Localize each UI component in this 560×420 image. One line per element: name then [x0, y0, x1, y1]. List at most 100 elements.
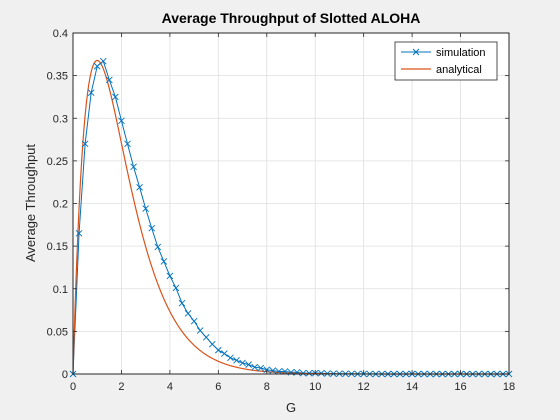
data-point-simulation — [269, 367, 277, 374]
data-point-marker-stroke — [124, 140, 131, 148]
x-tick-label: 8 — [264, 381, 270, 393]
data-point-simulation — [317, 369, 325, 377]
x-tick-label: 14 — [406, 381, 418, 393]
x-tick-label: 10 — [309, 381, 321, 393]
x-axis-label: G — [286, 400, 296, 415]
y-tick-label: 0.2 — [53, 199, 68, 211]
data-point-simulation — [257, 364, 265, 372]
data-point-simulation — [118, 117, 125, 125]
x-tick-label: 2 — [118, 381, 124, 393]
data-point-simulation — [305, 369, 313, 377]
y-axis-label: Average Throughput — [23, 144, 38, 262]
data-point-simulation — [184, 310, 192, 317]
data-point-marker-stroke — [305, 369, 313, 377]
data-point-marker-stroke — [99, 57, 107, 65]
chart-title: Average Throughput of Slotted ALOHA — [162, 10, 421, 26]
data-point-marker-stroke — [251, 363, 258, 371]
data-point-marker-stroke — [275, 368, 283, 375]
data-point-simulation — [172, 284, 180, 292]
data-point-simulation — [196, 327, 204, 334]
data-point-marker-stroke — [202, 334, 210, 341]
data-point-simulation — [112, 93, 119, 101]
data-point-simulation — [208, 340, 216, 348]
legend[interactable]: simulation analytical — [394, 41, 498, 81]
data-point-marker-stroke — [190, 317, 198, 325]
data-point-marker-stroke — [75, 230, 83, 237]
data-point-marker-stroke — [112, 93, 119, 101]
data-point-simulation — [142, 205, 149, 212]
y-tick-label: 0.4 — [53, 28, 68, 40]
data-point-marker-stroke — [221, 350, 228, 357]
data-point-simulation — [136, 183, 143, 191]
data-point-simulation — [166, 272, 174, 280]
data-point-marker-stroke — [172, 284, 180, 292]
y-tick-label: 0 — [62, 369, 68, 381]
data-point-marker-stroke — [178, 299, 186, 307]
y-tick-label: 0.15 — [47, 241, 68, 253]
data-point-marker-stroke — [233, 357, 240, 364]
data-point-simulation — [99, 57, 107, 65]
data-point-simulation — [154, 243, 162, 251]
legend-label-simulation: simulation — [436, 47, 486, 59]
data-point-marker-stroke — [160, 258, 168, 265]
data-point-marker-stroke — [87, 89, 95, 96]
data-point-simulation — [239, 359, 246, 367]
data-point-marker-stroke — [93, 62, 101, 70]
data-point-marker-stroke — [184, 310, 192, 317]
data-point-marker-stroke — [142, 205, 149, 212]
x-tick-label: 4 — [167, 381, 173, 393]
data-point-marker-stroke — [208, 340, 216, 348]
data-point-simulation — [93, 62, 101, 70]
data-point-simulation — [299, 369, 307, 377]
y-tick-label: 0.25 — [47, 156, 68, 168]
data-point-marker-stroke — [239, 359, 246, 367]
legend-marker-simulation — [412, 48, 420, 56]
data-point-marker-stroke — [166, 272, 174, 280]
data-point-marker-stroke — [263, 366, 271, 374]
data-point-marker-stroke — [257, 364, 265, 372]
y-tick-label: 0.35 — [47, 71, 68, 83]
data-point-marker-stroke — [215, 346, 222, 354]
data-point-marker-stroke — [299, 369, 307, 377]
x-tick-label: 6 — [215, 381, 221, 393]
x-tick-label: 12 — [358, 381, 370, 393]
data-point-simulation — [81, 140, 89, 148]
data-point-marker-stroke — [118, 117, 125, 125]
data-point-marker-stroke — [269, 367, 277, 374]
data-point-marker-stroke — [317, 369, 325, 377]
legend-label-analytical: analytical — [436, 64, 482, 76]
x-tick-label: 18 — [503, 381, 515, 393]
data-point-simulation — [75, 230, 83, 237]
x-tick-label: 16 — [454, 381, 466, 393]
data-point-simulation — [130, 163, 137, 171]
legend-box — [394, 41, 498, 81]
y-tick-label: 0.1 — [53, 284, 68, 296]
data-point-simulation — [221, 350, 228, 357]
data-point-simulation — [124, 140, 131, 148]
data-point-simulation — [227, 354, 234, 362]
data-point-simulation — [263, 366, 271, 374]
data-point-marker-stroke — [130, 163, 137, 171]
data-point-simulation — [215, 346, 222, 354]
data-point-simulation — [251, 363, 258, 371]
data-point-simulation — [245, 361, 252, 368]
data-point-simulation — [190, 317, 198, 325]
data-point-marker-stroke — [81, 140, 89, 148]
data-point-simulation — [275, 368, 283, 375]
data-point-marker-stroke — [154, 243, 162, 251]
x-tick-label: 0 — [70, 381, 76, 393]
data-point-simulation — [233, 357, 240, 364]
data-point-marker-stroke — [148, 224, 156, 232]
data-point-marker-stroke — [227, 354, 234, 362]
data-point-simulation — [281, 368, 289, 375]
y-tick-label: 0.05 — [47, 326, 68, 338]
data-point-simulation — [160, 258, 168, 265]
data-point-marker-stroke — [245, 361, 252, 368]
data-point-marker-stroke — [281, 368, 289, 375]
axis-ticks: 0 2 4 6 8 10 12 14 16 18 0 0.05 0.1 0.15 0.2 0.25 0.3 0.3… — [47, 28, 516, 393]
data-point-marker-stroke — [106, 76, 113, 84]
data-point-marker-stroke — [136, 183, 143, 191]
data-point-simulation — [87, 89, 95, 96]
